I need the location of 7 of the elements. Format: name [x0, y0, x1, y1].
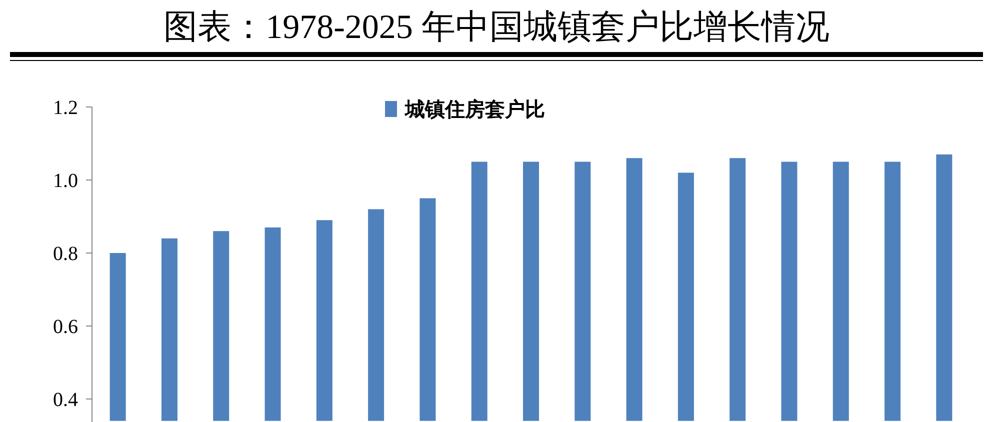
y-tick-label: 1.0	[53, 170, 78, 192]
y-tick-label: 0.8	[53, 243, 78, 265]
y-tick-label: 0.4	[53, 389, 78, 411]
y-tick-label: 0.6	[53, 316, 78, 338]
chart-title: 图表：1978-2025 年中国城镇套户比增长情况	[164, 9, 830, 46]
legend-label: 城镇住房套户比	[404, 97, 545, 121]
y-tick-label: 1.2	[53, 97, 78, 119]
